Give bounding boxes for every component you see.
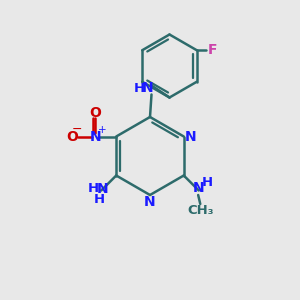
Text: H: H xyxy=(88,182,99,196)
Text: F: F xyxy=(208,43,218,57)
Text: N: N xyxy=(192,181,204,194)
Text: O: O xyxy=(89,106,101,119)
Text: −: − xyxy=(71,123,82,136)
Text: N: N xyxy=(142,82,154,95)
Text: O: O xyxy=(66,130,78,143)
Text: N: N xyxy=(184,130,196,143)
Text: H: H xyxy=(133,82,145,95)
Text: N: N xyxy=(97,182,109,196)
Text: H: H xyxy=(94,193,105,206)
Text: CH₃: CH₃ xyxy=(187,204,214,217)
Text: +: + xyxy=(98,125,106,135)
Text: N: N xyxy=(144,195,156,208)
Text: H: H xyxy=(202,176,213,190)
Text: N: N xyxy=(89,130,101,143)
